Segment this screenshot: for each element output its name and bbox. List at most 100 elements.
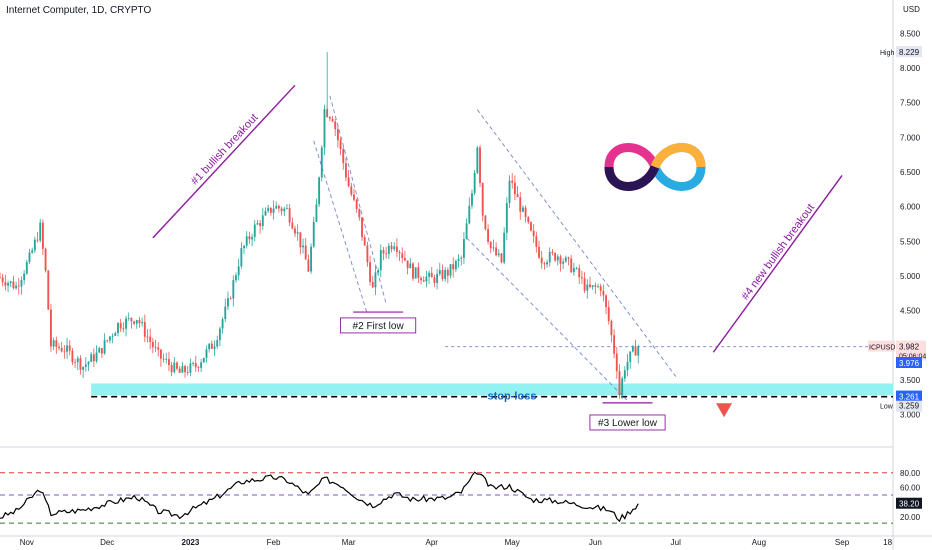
candle-body — [159, 349, 162, 359]
annotation-line — [712, 175, 843, 353]
candle — [607, 300, 610, 325]
candle — [543, 261, 546, 270]
candle-body — [355, 199, 358, 210]
last-price-bg — [896, 340, 926, 361]
candle-body — [256, 223, 259, 225]
logo-left-bottom — [604, 164, 660, 191]
candle — [476, 146, 479, 175]
candle — [92, 348, 95, 368]
candle — [100, 347, 103, 358]
candle — [76, 356, 79, 371]
candle-body — [109, 336, 111, 341]
candle — [87, 360, 90, 371]
candle-body — [623, 370, 626, 379]
candle — [500, 252, 503, 264]
candle-body — [393, 246, 396, 250]
candle-body — [363, 237, 366, 246]
candle-body — [513, 182, 516, 195]
candle — [554, 252, 557, 262]
candle — [562, 258, 565, 270]
candle-body — [567, 257, 570, 259]
candle-body — [374, 272, 377, 288]
candle-body — [406, 260, 409, 269]
candle-body — [15, 285, 18, 289]
candle-body — [438, 270, 441, 274]
candle-body — [548, 251, 551, 263]
candle-body — [33, 239, 36, 251]
candle-body — [454, 260, 457, 270]
candle-body — [248, 236, 251, 240]
candle — [551, 249, 554, 256]
candle — [143, 314, 146, 343]
candle — [109, 336, 111, 344]
candle — [277, 204, 280, 213]
candle — [489, 241, 492, 254]
candle-body — [162, 358, 165, 360]
candle-body — [176, 362, 178, 369]
candle-body — [310, 246, 313, 272]
candle-body — [291, 222, 294, 229]
candle-body — [299, 232, 302, 248]
candle-body — [202, 357, 205, 363]
x-tick-label: May — [505, 538, 520, 547]
candle — [420, 275, 422, 285]
candle-body — [117, 322, 119, 334]
x-tick-label: Apr — [426, 538, 439, 547]
y-tick-label: 7.000 — [900, 133, 921, 142]
candle-body — [503, 232, 506, 263]
candle-body — [41, 222, 44, 249]
candle-body — [583, 278, 586, 291]
candle — [95, 345, 98, 364]
candle — [521, 205, 524, 213]
high-label-bg — [896, 46, 922, 58]
candle — [540, 250, 543, 269]
candle — [135, 319, 138, 329]
candle — [218, 326, 221, 347]
x-tick-label: 2023 — [182, 538, 200, 547]
x-tick-label: Dec — [100, 538, 114, 547]
candle-body — [473, 172, 476, 194]
candle — [527, 216, 530, 225]
symbol-tag-bg — [868, 340, 895, 352]
candle — [460, 255, 463, 266]
candle-body — [417, 267, 420, 278]
candle — [393, 242, 396, 252]
candle — [564, 255, 567, 263]
candle-body — [441, 270, 444, 279]
candle-body — [532, 230, 535, 237]
candle — [347, 170, 350, 188]
candle — [505, 197, 508, 240]
candle-body — [275, 205, 278, 209]
candle-body — [106, 340, 109, 342]
candle — [503, 227, 506, 264]
candle-body — [227, 298, 229, 307]
candle — [344, 158, 347, 181]
candle-body — [572, 268, 575, 273]
y-tick-label: 7.500 — [900, 99, 921, 108]
low-label-value: 3.259 — [899, 402, 920, 411]
candle-body — [629, 351, 632, 362]
candle-body — [320, 147, 323, 178]
x-tick-label: Sep — [835, 538, 850, 547]
candle-body — [277, 205, 280, 209]
candle-body — [52, 340, 55, 347]
candle — [336, 124, 339, 148]
candle-body — [92, 354, 95, 362]
candle — [240, 242, 243, 269]
candle-body — [637, 347, 640, 356]
candle — [194, 355, 197, 372]
candle — [425, 270, 428, 288]
candle-body — [79, 358, 82, 370]
candle — [251, 233, 254, 247]
candle — [374, 265, 377, 296]
candle — [481, 182, 484, 222]
candle — [275, 201, 278, 210]
candle-body — [599, 286, 602, 291]
candle-body — [390, 245, 393, 250]
candle-body — [261, 215, 264, 226]
candle — [304, 237, 307, 260]
candle — [339, 137, 342, 156]
candle-body — [615, 353, 618, 372]
candle-body — [205, 349, 208, 358]
